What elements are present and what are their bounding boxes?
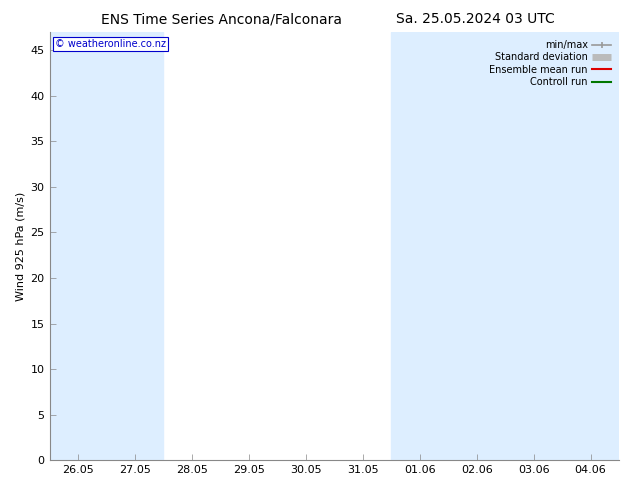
Bar [505, 32, 619, 460]
Text: Sa. 25.05.2024 03 UTC: Sa. 25.05.2024 03 UTC [396, 12, 555, 26]
Text: ENS Time Series Ancona/Falconara: ENS Time Series Ancona/Falconara [101, 12, 342, 26]
Bar [391, 32, 505, 460]
Legend: min/max, Standard deviation, Ensemble mean run, Controll run: min/max, Standard deviation, Ensemble me… [486, 37, 614, 90]
Bar [49, 32, 164, 460]
Y-axis label: Wind 925 hPa (m/s): Wind 925 hPa (m/s) [15, 192, 25, 301]
Text: © weatheronline.co.nz: © weatheronline.co.nz [55, 39, 166, 49]
